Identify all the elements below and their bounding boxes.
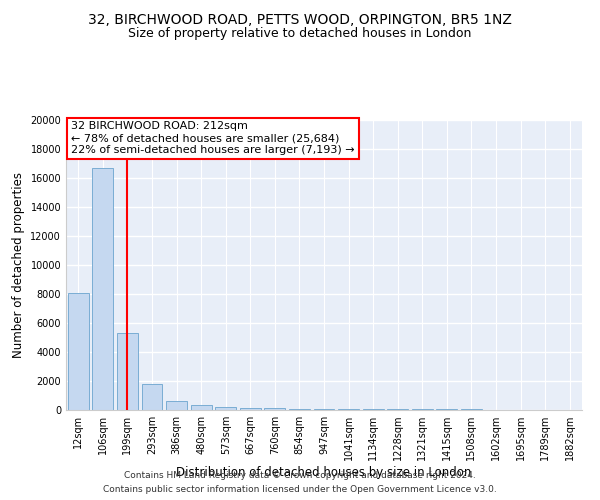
Text: Contains HM Land Registry data © Crown copyright and database right 2024.: Contains HM Land Registry data © Crown c…	[124, 472, 476, 480]
Bar	[265, 408, 286, 410]
Text: 32, BIRCHWOOD ROAD, PETTS WOOD, ORPINGTON, BR5 1NZ: 32, BIRCHWOOD ROAD, PETTS WOOD, ORPINGTO…	[88, 12, 512, 26]
Bar	[362, 409, 383, 410]
Text: 32 BIRCHWOOD ROAD: 212sqm
← 78% of detached houses are smaller (25,684)
22% of s: 32 BIRCHWOOD ROAD: 212sqm ← 78% of detac…	[71, 122, 355, 154]
Text: Size of property relative to detached houses in London: Size of property relative to detached ho…	[128, 28, 472, 40]
Bar	[215, 407, 236, 410]
Bar	[240, 408, 261, 410]
Bar	[92, 168, 113, 410]
Bar	[338, 409, 359, 410]
Bar	[314, 409, 334, 410]
Bar	[142, 384, 163, 410]
Bar	[289, 409, 310, 410]
Bar	[191, 405, 212, 410]
Bar	[166, 400, 187, 410]
Bar	[117, 333, 138, 410]
Bar	[68, 292, 89, 410]
X-axis label: Distribution of detached houses by size in London: Distribution of detached houses by size …	[176, 466, 472, 479]
Text: Contains public sector information licensed under the Open Government Licence v3: Contains public sector information licen…	[103, 486, 497, 494]
Y-axis label: Number of detached properties: Number of detached properties	[12, 172, 25, 358]
